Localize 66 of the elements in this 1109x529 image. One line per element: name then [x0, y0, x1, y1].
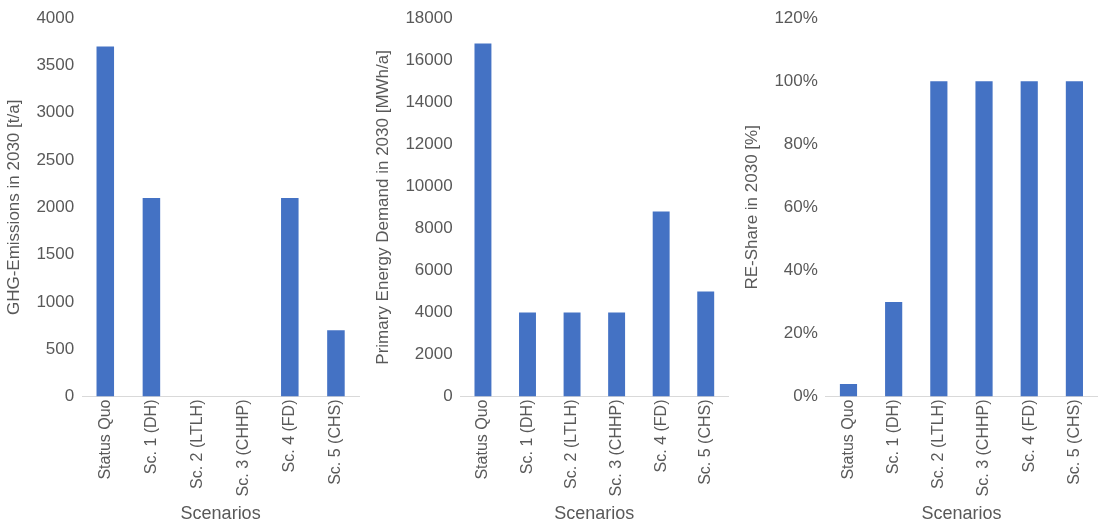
x-tick-label: Sc. 4 (FD): [1019, 399, 1037, 473]
y-tick-label: 500: [45, 338, 75, 358]
x-tick-label: Sc. 2 (LTLH): [929, 399, 947, 489]
bar: [563, 312, 581, 397]
y-tick-label: 0: [64, 386, 75, 406]
y-tick-label: 1500: [36, 244, 75, 264]
x-tick-label: Sc. 1 (DH): [884, 399, 902, 475]
x-tick-label: Sc. 5 (CHS): [1064, 399, 1082, 485]
x-tick-label: Sc. 3 (CHHP): [974, 399, 992, 497]
y-axis-title: Primary Energy Demand in 2030 [MWh/a]: [372, 50, 392, 365]
y-tick-label: 100%: [774, 70, 818, 90]
bar: [1020, 81, 1038, 397]
x-axis-title: Scenarios: [554, 503, 635, 524]
y-tick-label: 2000: [414, 344, 453, 364]
x-tick-label: Status Quo: [473, 399, 491, 480]
bar: [652, 211, 670, 397]
y-tick-label: 3500: [36, 55, 75, 75]
x-tick-label: Sc. 1 (DH): [141, 399, 159, 475]
y-tick-label: 4000: [414, 302, 453, 322]
y-tick-label: 12000: [405, 133, 453, 153]
x-tick-label: Status Quo: [838, 399, 856, 480]
x-tick-label: Sc. 5 (CHS): [696, 399, 714, 485]
bar: [885, 301, 903, 397]
y-tick-label: 3000: [36, 102, 75, 122]
x-tick-label: Sc. 1 (DH): [517, 399, 535, 475]
x-tick-label: Sc. 4 (FD): [280, 399, 298, 473]
bar: [519, 312, 536, 397]
bar: [608, 312, 626, 397]
y-tick-label: 1000: [36, 291, 75, 311]
bar: [697, 291, 715, 397]
y-tick-label: 18000: [405, 7, 453, 27]
bar: [975, 81, 993, 397]
y-tick-label: 60%: [783, 197, 818, 217]
y-axis-title: GHG-Emissions in 2030 [t/a]: [3, 99, 23, 316]
bar: [1065, 81, 1083, 397]
bar: [281, 197, 299, 397]
x-tick-label: Sc. 2 (LTLH): [562, 399, 580, 489]
y-tick-label: 14000: [405, 91, 453, 111]
x-tick-label: Sc. 3 (CHHP): [607, 399, 625, 497]
y-tick-label: 4000: [36, 7, 75, 27]
bar: [327, 330, 345, 397]
y-tick-label: 2000: [36, 197, 75, 217]
y-tick-label: 80%: [783, 133, 818, 153]
y-tick-label: 6000: [414, 260, 453, 280]
y-tick-label: 20%: [783, 323, 818, 343]
x-tick-label: Sc. 2 (LTLH): [187, 399, 205, 489]
x-tick-label: Sc. 5 (CHS): [326, 399, 344, 485]
x-axis-title: Scenarios: [180, 503, 261, 524]
x-tick-label: Sc. 4 (FD): [651, 399, 669, 473]
bar: [839, 383, 858, 397]
y-axis-title: RE-Share in 2030 [%]: [741, 125, 761, 290]
bar: [474, 43, 492, 397]
x-tick-label: Sc. 3 (CHHP): [234, 399, 252, 497]
y-tick-label: 0%: [793, 386, 818, 406]
y-tick-label: 8000: [414, 218, 453, 238]
y-tick-label: 120%: [774, 7, 818, 27]
bar: [142, 197, 161, 397]
y-tick-label: 10000: [405, 176, 453, 196]
y-tick-label: 2500: [36, 149, 75, 169]
bar: [96, 46, 115, 397]
y-tick-label: 0: [443, 386, 453, 406]
y-tick-label: 16000: [405, 49, 453, 69]
x-tick-label: Status Quo: [95, 399, 113, 480]
x-axis-title: Scenarios: [921, 503, 1002, 524]
y-tick-label: 40%: [783, 260, 818, 280]
bar: [930, 81, 948, 397]
